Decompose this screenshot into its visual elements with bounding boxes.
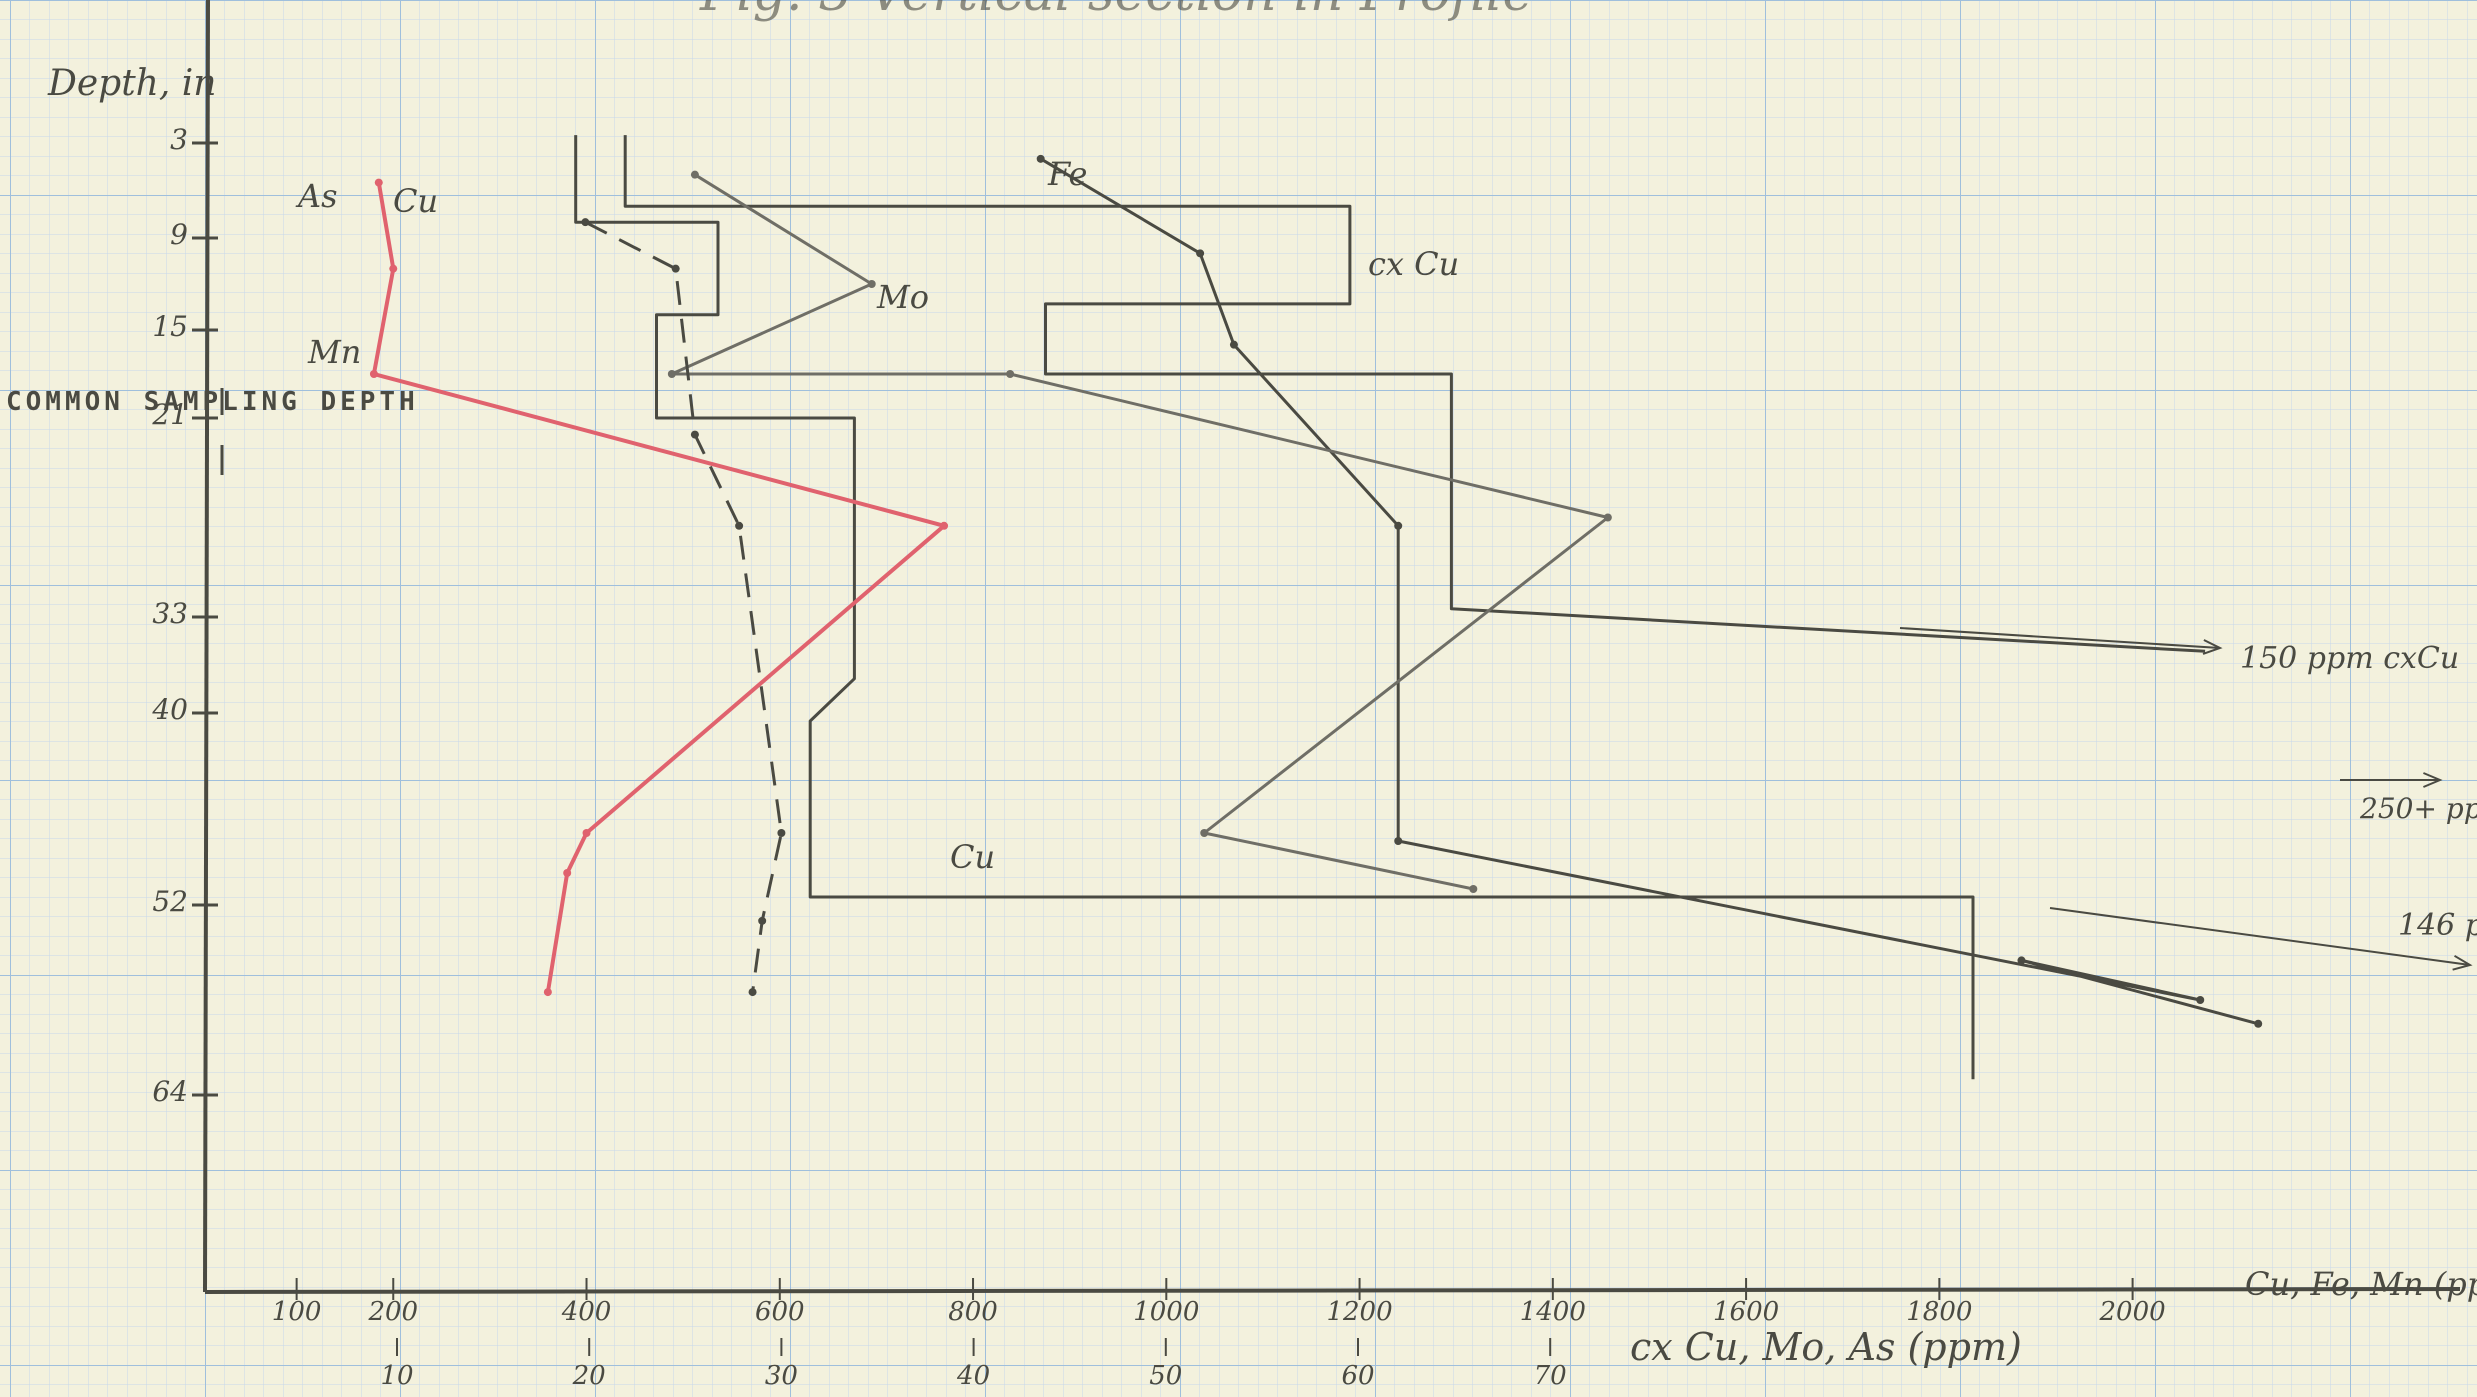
series-fe-point [1394,837,1403,845]
y-tick-label: 40 [151,693,188,726]
chart-title: Fig. 3 Vertical section in Profile [699,0,1533,23]
series-mn-point [369,370,378,378]
x-secondary-tick-label: 50 [1149,1361,1182,1391]
x-primary-tick-label: 100 [272,1297,322,1327]
series-mn-point [940,521,949,530]
x-primary-tick-label: 800 [948,1297,998,1327]
series-mo-point [1006,370,1015,378]
label-cu-top: Cu [393,182,438,220]
series-fe-line [1039,157,2259,1026]
x-primary-tick-label: 600 [755,1297,805,1327]
series-as-point [758,916,767,925]
curve-labels: As Cu Fe Mo Mn cx Cu Cu [295,155,1459,876]
x-primary-tick-label: 1600 [1713,1297,1779,1327]
x-secondary-tick-label: 40 [956,1361,990,1391]
out-of-range-arrowhead [2452,954,2473,971]
series-fe-point [1229,340,1238,349]
series-mn-point [389,264,398,273]
x-secondary-tick-label: 60 [1341,1361,1374,1391]
common-sampling-depth-label: COMMON SAMPLING DEPTH [6,387,419,417]
series-cu-line [623,135,2206,653]
series-mo-point [1603,513,1612,522]
label-mo: Mo [876,278,929,316]
x-secondary-tick-label: 70 [1534,1361,1567,1391]
common-sampling-depth: COMMON SAMPLING DEPTH [6,387,419,475]
series-cx-cu-line [574,135,1975,1080]
y-tick-label: 15 [152,310,188,343]
series-as-point [581,218,590,227]
x-axis-primary-ticks: 100 200 400 600 800 1000 1200 1400 1600 1800 2000 [272,1278,2166,1327]
series-mn-point [582,829,591,837]
x-axis-primary-label: Cu, Fe, Mn (ppm) [2245,1265,2477,1303]
x-secondary-tick-label: 10 [380,1361,413,1391]
series-mn-point [563,869,572,877]
out-of-range-arrow [1899,627,2221,649]
series-as-point [671,264,680,273]
out-of-range-arrowhead [2202,639,2223,655]
y-tick-label: 9 [170,218,188,251]
x-primary-tick-label: 400 [561,1297,612,1327]
y-tick-label: 21 [151,398,188,431]
x-secondary-tick-label: 20 [572,1361,606,1391]
label-as: As [295,177,338,215]
x-primary-tick-label: 200 [367,1297,418,1327]
out-of-range-arrowhead [2423,772,2443,788]
series-fe-point [2196,996,2205,1004]
series-mn-point [374,178,383,187]
x-axis-line [204,1287,2461,1294]
series-fe-point [2254,1019,2263,1028]
series-fe-point [2017,956,2026,965]
x-primary-tick-label: 1000 [1133,1297,1199,1327]
x-axis-secondary-label: cx Cu, Mo, As (ppm) [1630,1325,2022,1369]
series-mo-point [690,170,699,179]
label-cu-bottom: Cu [950,838,995,876]
y-tick-label: 3 [170,123,188,156]
y-axis-ticks: 3 9 15 21 33 40 52 64 [151,123,218,1108]
y-axis-label: Depth, in [47,63,216,104]
x-primary-tick-label: 1800 [1906,1297,1972,1327]
note-250-plus: 250+ ppm [2359,792,2477,825]
series-as-point [777,829,786,837]
x-secondary-tick-label: 30 [765,1361,798,1391]
series-as-point [690,430,699,439]
y-tick-label: 52 [152,885,188,918]
series-mn-point [543,988,552,997]
series-layer [369,135,2473,1080]
label-fe: Fe [1047,155,1087,193]
axes [203,0,2461,1294]
series-mo-point [867,280,876,288]
x-primary-tick-label: 1200 [1326,1297,1392,1327]
x-primary-tick-label: 1400 [1520,1297,1586,1327]
x-primary-tick-label: 2000 [2099,1297,2166,1327]
out-of-range-arrow [2049,907,2471,966]
note-146: 146 ppm [2398,908,2477,943]
label-mn: Mn [307,333,361,371]
y-tick-label: 33 [152,597,188,630]
series-fe-point [1394,521,1403,530]
series-as-point [748,988,757,997]
label-cxcu: cx Cu [1368,245,1459,283]
series-mo-point [1200,829,1209,837]
x-axis-secondary-ticks: 10 20 30 40 50 60 70 [380,1338,1567,1391]
y-axis-line [203,0,210,1293]
series-fe-point [1036,154,1045,163]
series-mo-point [667,370,676,378]
series-fe-point [1196,249,1205,258]
out-of-range-notes: 150 ppm cxCu 250+ ppm 146 ppm [2240,641,2477,943]
note-cxcu-150: 150 ppm cxCu [2240,641,2459,676]
series-mo-point [1469,885,1478,893]
y-tick-label: 64 [152,1075,188,1108]
series-as-point [735,521,744,530]
